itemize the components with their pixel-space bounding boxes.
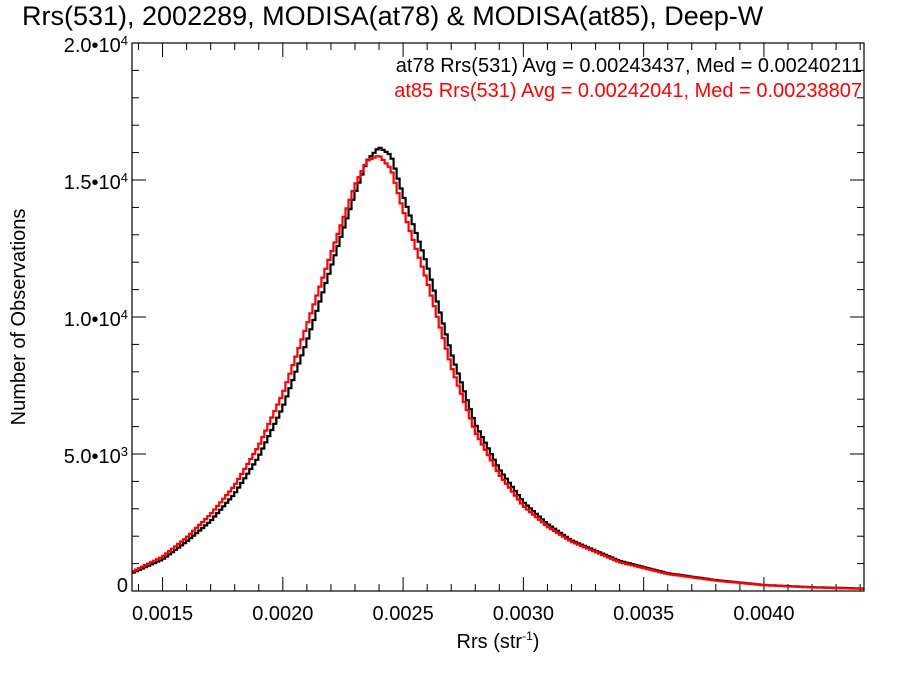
series-group (132, 146, 864, 590)
y-tick-label: 2.0•104 (64, 33, 128, 57)
plot-frame (131, 42, 865, 592)
series-at78-histogram (132, 146, 864, 590)
legend-at78: at78 Rrs(531) Avg = 0.00243437, Med = 0.… (396, 55, 862, 77)
x-tick-label: 0.0025 (373, 603, 434, 625)
x-axis-label: Rrs (str-1) (457, 629, 540, 653)
x-tick-label: 0.0035 (613, 603, 674, 625)
y-tick-label: 5.0•103 (64, 444, 128, 468)
x-tick-label: 0.0015 (132, 603, 193, 625)
y-tick-label: 1.5•104 (64, 170, 128, 194)
series-at85-histogram (132, 155, 864, 590)
x-tick-label: 0.0020 (252, 603, 313, 625)
y-tick-label: 0 (117, 575, 128, 597)
x-tick-label: 0.0030 (493, 603, 554, 625)
chart-title: Rrs(531), 2002289, MODISA(at78) & MODISA… (22, 1, 764, 31)
legend-at85: at85 Rrs(531) Avg = 0.00242041, Med = 0.… (394, 80, 862, 102)
y-tick-label: 1.0•104 (64, 307, 128, 331)
y-axis-label: Number of Observations (8, 209, 30, 426)
x-tick-label: 0.0040 (733, 603, 794, 625)
axis-ticks: 0.0015 0.0020 0.0025 0.0030 0.0035 0.0040 0 5.0… (64, 33, 864, 625)
